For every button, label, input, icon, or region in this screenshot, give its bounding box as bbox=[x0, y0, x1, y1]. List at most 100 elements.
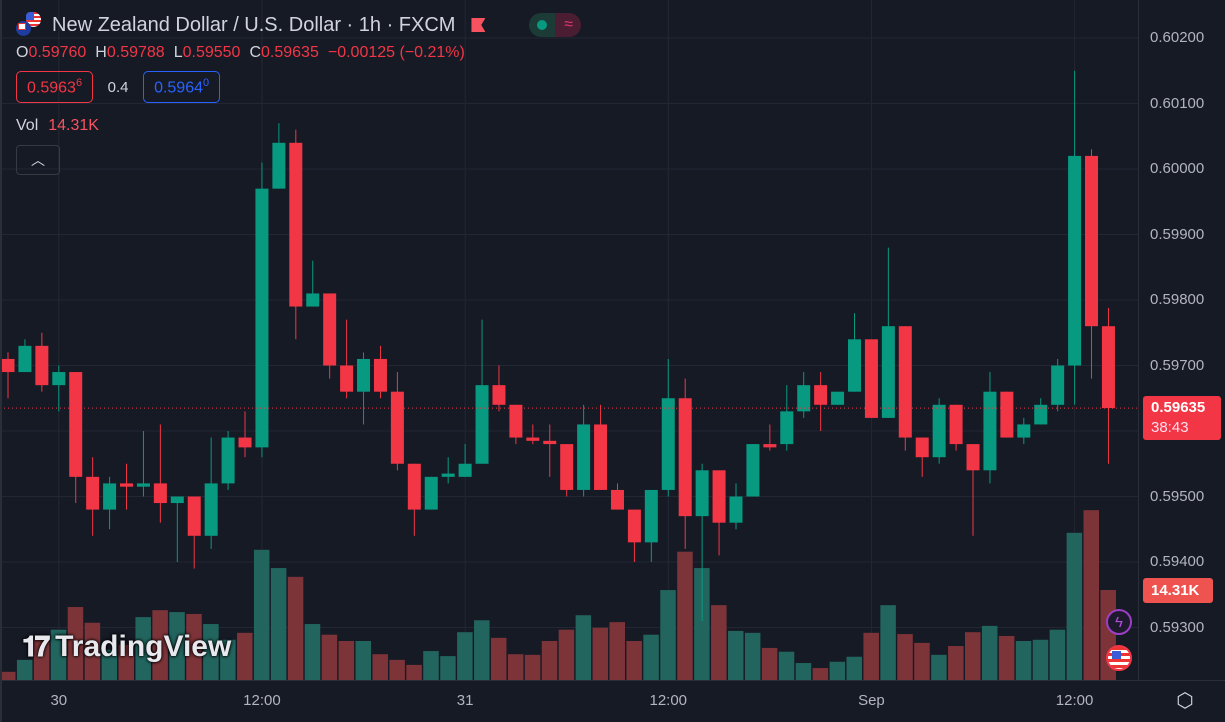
buy-button[interactable]: 0.59640 bbox=[143, 71, 221, 104]
volume-bar bbox=[135, 617, 151, 680]
volume-bar bbox=[711, 605, 727, 680]
candle-body bbox=[797, 385, 811, 412]
candle-body bbox=[695, 470, 709, 517]
volume-bar bbox=[948, 646, 964, 680]
volume-bar bbox=[321, 634, 338, 680]
time-tick-label: Sep bbox=[858, 692, 885, 709]
candle bbox=[390, 372, 404, 471]
price-tick-label: 0.59500 bbox=[1150, 487, 1205, 505]
low-value: 0.59550 bbox=[182, 44, 241, 61]
collapse-legend-button[interactable]: ︿ bbox=[16, 145, 60, 176]
candle bbox=[255, 162, 269, 458]
volume-bar bbox=[1032, 639, 1049, 680]
volume-bar bbox=[203, 624, 219, 680]
volume-bar bbox=[237, 632, 253, 680]
candle bbox=[966, 444, 980, 536]
volume-bar bbox=[626, 641, 642, 680]
volume-bar bbox=[1015, 641, 1032, 680]
candle-body bbox=[1034, 404, 1048, 425]
volume-bar bbox=[931, 654, 947, 680]
volume-bar bbox=[152, 610, 168, 680]
symbol-title[interactable]: New Zealand Dollar / U.S. Dollar · 1h · … bbox=[52, 13, 456, 36]
price-tick-label: 0.60200 bbox=[1150, 29, 1205, 46]
price-tick-label: 0.60000 bbox=[1150, 160, 1205, 177]
market-status[interactable]: ≈ bbox=[529, 13, 582, 37]
volume-bar bbox=[423, 651, 439, 680]
candle-body bbox=[272, 142, 286, 189]
change-value: −0.00125 (−0.21%) bbox=[327, 44, 465, 61]
candle bbox=[983, 372, 997, 484]
candle-body bbox=[424, 476, 438, 510]
candle-body bbox=[915, 437, 929, 458]
candle bbox=[881, 247, 895, 418]
volume-bar bbox=[372, 654, 388, 680]
candle-body bbox=[898, 326, 912, 438]
candle bbox=[86, 457, 100, 536]
settings-icon[interactable]: ⬡ bbox=[1176, 690, 1194, 712]
volume-legend[interactable]: Vol 14.31K bbox=[16, 117, 581, 135]
lightning-event-icon[interactable]: ϟ bbox=[1106, 609, 1132, 635]
us-economic-event-icon[interactable] bbox=[1106, 645, 1132, 671]
volume-bar bbox=[727, 630, 744, 680]
volume-bar bbox=[795, 663, 812, 680]
volume-bar bbox=[406, 664, 422, 680]
volume-bar bbox=[16, 659, 33, 680]
price-tick-label: 0.59400 bbox=[1150, 553, 1205, 570]
candle bbox=[831, 391, 845, 405]
candle bbox=[136, 431, 150, 497]
candle bbox=[1000, 391, 1014, 438]
candle bbox=[221, 431, 235, 490]
candle bbox=[289, 129, 303, 340]
candle-body bbox=[238, 437, 252, 448]
bar-countdown: 38:43 bbox=[1151, 419, 1189, 436]
candle-body bbox=[306, 293, 320, 307]
volume-bar bbox=[50, 629, 67, 680]
volume-value: 14.31K bbox=[48, 117, 99, 135]
candle bbox=[323, 293, 337, 379]
volume-bar bbox=[0, 671, 16, 680]
volume-bar bbox=[981, 625, 998, 680]
candle-body bbox=[492, 385, 506, 405]
candle-body bbox=[187, 496, 201, 536]
candle-body bbox=[340, 365, 354, 392]
candle bbox=[949, 404, 963, 451]
candle-body bbox=[1051, 365, 1065, 405]
candle bbox=[1, 352, 15, 399]
flag-icon[interactable] bbox=[471, 18, 486, 32]
candle-body bbox=[627, 509, 641, 543]
volume-bar bbox=[186, 613, 202, 680]
volume-bar bbox=[965, 632, 981, 680]
candle-body bbox=[69, 372, 83, 477]
candle bbox=[644, 489, 658, 562]
candle-body bbox=[407, 463, 421, 510]
candle bbox=[458, 444, 472, 477]
price-tick-label: 0.59900 bbox=[1150, 225, 1205, 243]
candle bbox=[1017, 417, 1031, 445]
volume-bar bbox=[490, 637, 507, 680]
candle-body bbox=[780, 411, 794, 445]
volume-bar bbox=[355, 641, 372, 680]
candle bbox=[898, 326, 912, 451]
candle bbox=[35, 332, 49, 392]
tradingview-logo[interactable]: 𝟏𝟕 TradingView bbox=[22, 630, 232, 663]
sell-button[interactable]: 0.59636 bbox=[16, 71, 94, 104]
volume-bar bbox=[592, 627, 609, 680]
candle-body bbox=[949, 404, 963, 445]
time-tick-label: 12:00 bbox=[243, 692, 281, 709]
candle bbox=[306, 260, 320, 307]
candle-body bbox=[153, 483, 167, 504]
candle-body bbox=[610, 489, 624, 510]
candle bbox=[610, 483, 624, 510]
volume-bar bbox=[812, 668, 829, 680]
candle bbox=[560, 444, 574, 497]
price-tick-label: 0.59800 bbox=[1150, 291, 1205, 308]
candle bbox=[780, 385, 794, 451]
volume-bar bbox=[761, 647, 778, 680]
candle-body bbox=[543, 440, 557, 445]
chart-legend: New Zealand Dollar / U.S. Dollar · 1h · … bbox=[16, 12, 582, 176]
volume-bar bbox=[829, 661, 846, 680]
volume-bar bbox=[897, 634, 913, 680]
candle bbox=[238, 411, 252, 458]
candle bbox=[814, 372, 828, 431]
volume-bar bbox=[270, 568, 287, 680]
